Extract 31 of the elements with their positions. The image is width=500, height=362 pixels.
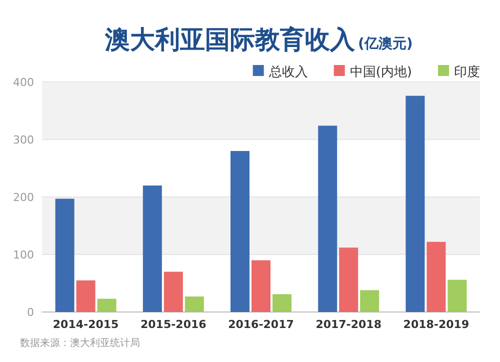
bar [76, 280, 96, 312]
bar [184, 296, 204, 312]
bar [406, 96, 425, 312]
bar [339, 248, 358, 312]
legend-label: 总收入 [268, 65, 308, 80]
bar [164, 272, 183, 312]
chart-subtitle: (亿澳元) [358, 36, 413, 52]
legend-label: 中国(内地) [350, 65, 412, 80]
y-tick-label: 200 [13, 191, 34, 204]
y-tick-label: 0 [27, 306, 34, 319]
bar [97, 298, 116, 312]
bar [55, 198, 74, 312]
bar [272, 294, 292, 312]
x-tick-label: 2014-2015 [52, 318, 119, 331]
bar [318, 126, 338, 312]
bar [426, 242, 446, 312]
legend-label: 印度 [454, 64, 480, 80]
y-tick-label: 400 [13, 76, 34, 89]
bar [360, 290, 380, 312]
x-tick-label: 2017-2018 [316, 318, 382, 331]
x-tick-label: 2018-2019 [403, 318, 470, 331]
y-tick-label: 100 [13, 248, 34, 262]
y-tick-label: 300 [13, 134, 34, 146]
chart-title: 澳大利亚国际教育收入 [104, 25, 356, 54]
bar [230, 151, 250, 312]
bar [448, 280, 467, 312]
source-note: 数据来源：澳大利亚统计局 [20, 337, 140, 349]
bar [252, 260, 270, 312]
bar [142, 186, 162, 312]
x-tick-label: 2016-2017 [228, 318, 294, 331]
x-tick-label: 2015-2016 [140, 318, 207, 331]
